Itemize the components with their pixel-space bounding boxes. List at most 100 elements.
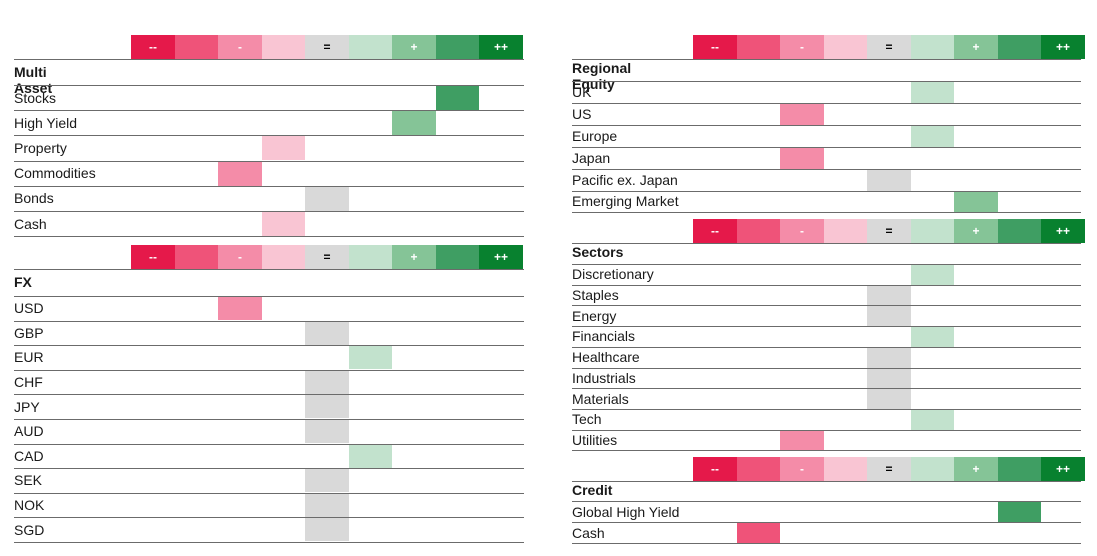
- scale-cell: +: [954, 457, 998, 481]
- rating-marker: [997, 502, 1041, 523]
- scale-cell: ++: [1041, 219, 1085, 243]
- rating-marker: [867, 169, 911, 191]
- table-row: SGD: [14, 517, 524, 542]
- table-row: Financials: [572, 326, 1081, 348]
- section-bottom-rule: [14, 236, 524, 238]
- rating-marker: [305, 518, 349, 542]
- scale-cell: [736, 457, 781, 481]
- section-top-rule: [572, 481, 1081, 482]
- scale-cell: -: [218, 35, 262, 59]
- rating-scale-header: -- - = + ++: [693, 219, 1085, 243]
- table-row: Property: [14, 135, 524, 161]
- row-rule: [14, 110, 524, 112]
- row-rule: [14, 492, 524, 494]
- table-row: High Yield: [14, 110, 524, 136]
- scale-cell: ++: [479, 35, 523, 59]
- row-rule: [14, 85, 524, 86]
- table-row: Emerging Market: [572, 190, 1081, 213]
- row-label: Financials: [572, 328, 636, 345]
- scale-cell: +: [954, 219, 998, 243]
- table-row: NOK: [14, 492, 524, 518]
- row-label: GBP: [14, 324, 44, 341]
- table-row: UK: [572, 81, 1081, 103]
- row-label: Bonds: [14, 190, 54, 207]
- rating-scale-header: -- - = + ++: [693, 35, 1085, 59]
- row-label: Emerging Market: [572, 193, 679, 210]
- row-label: High Yield: [14, 114, 78, 131]
- rating-marker: [867, 389, 911, 410]
- row-label: NOK: [14, 497, 45, 514]
- row-rule: [572, 408, 1081, 410]
- row-label: AUD: [14, 423, 44, 440]
- scale-cell: --: [693, 457, 737, 481]
- scale-cell: [997, 457, 1042, 481]
- row-label: Pacific ex. Japan: [572, 171, 678, 188]
- table-row: USD: [14, 296, 524, 321]
- scale-cell: --: [693, 219, 737, 243]
- table-row: US: [572, 102, 1081, 125]
- scale-cell: [910, 457, 955, 481]
- table-row: CHF: [14, 369, 524, 395]
- section-bottom-rule: [572, 212, 1081, 214]
- row-label: SEK: [14, 472, 43, 489]
- row-label: Industrials: [572, 369, 636, 386]
- row-rule: [14, 394, 524, 396]
- row-rule: [572, 326, 1081, 328]
- table-row: Tech: [572, 408, 1081, 430]
- section-title: Credit: [572, 482, 613, 498]
- scale-cell: [823, 35, 868, 59]
- row-rule: [572, 284, 1081, 286]
- table-row: Global High Yield: [572, 501, 1081, 523]
- row-rule: [14, 135, 524, 137]
- table-row: Commodities: [14, 160, 524, 186]
- row-rule: [572, 367, 1081, 369]
- rating-marker: [261, 212, 305, 236]
- rating-marker: [910, 327, 954, 348]
- scale-cell: -: [218, 245, 262, 269]
- rating-marker: [218, 297, 262, 320]
- scale-cell: ++: [1041, 457, 1085, 481]
- table-row: Cash: [572, 522, 1081, 544]
- row-label: EUR: [14, 349, 44, 366]
- row-rule: [572, 264, 1081, 265]
- scale-cell: ++: [479, 245, 523, 269]
- section-bottom-rule: [572, 543, 1081, 544]
- scale-cell: -: [780, 219, 824, 243]
- table-row: Industrials: [572, 367, 1081, 389]
- row-rule: [572, 190, 1081, 192]
- table-row: SEK: [14, 468, 524, 493]
- scale-cell: --: [131, 245, 175, 269]
- scale-cell: [435, 245, 480, 269]
- rating-marker: [305, 469, 349, 493]
- table-row: Utilities: [572, 429, 1081, 451]
- row-rule: [572, 102, 1081, 104]
- row-rule: [14, 517, 524, 519]
- row-label: UK: [572, 83, 592, 100]
- rating-marker: [910, 125, 954, 147]
- scale-cell: [174, 245, 219, 269]
- rating-marker: [435, 86, 479, 110]
- row-label: Commodities: [14, 165, 96, 182]
- scale-cell: [997, 35, 1042, 59]
- row-rule: [14, 296, 524, 297]
- row-label: Stocks: [14, 89, 57, 106]
- table-row: JPY: [14, 394, 524, 419]
- row-label: Healthcare: [572, 349, 640, 366]
- scale-cell: [435, 35, 480, 59]
- row-rule: [14, 443, 524, 445]
- scale-cell: =: [305, 35, 349, 59]
- rating-marker: [348, 346, 392, 370]
- table-row: Bonds: [14, 185, 524, 211]
- rating-marker: [736, 523, 780, 544]
- section-title: Sectors: [572, 244, 624, 260]
- table-row: GBP: [14, 320, 524, 346]
- row-label: Discretionary: [572, 266, 654, 283]
- rating-marker: [867, 285, 911, 306]
- rating-marker: [910, 82, 954, 103]
- table-row: AUD: [14, 419, 524, 444]
- row-rule: [572, 501, 1081, 502]
- section-title: Regional Equity: [572, 60, 632, 92]
- scale-cell: =: [867, 457, 911, 481]
- scale-cell: [910, 35, 955, 59]
- rating-marker: [305, 321, 349, 345]
